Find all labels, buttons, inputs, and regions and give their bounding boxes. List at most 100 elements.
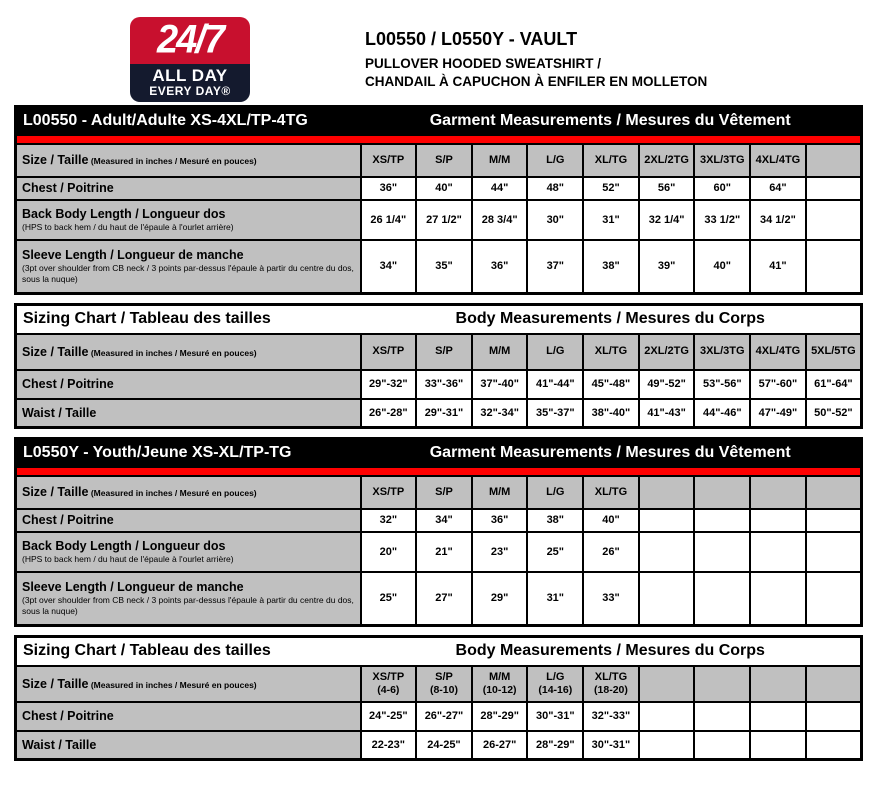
value-cell: 36" xyxy=(359,175,418,201)
row-label: Chest / Poitrine xyxy=(22,709,114,723)
value-cell: 24-25" xyxy=(415,729,473,761)
row-label-cell: Waist / Taille xyxy=(14,729,362,761)
red-stripe-row xyxy=(15,465,862,477)
value-cell: 40" xyxy=(415,175,473,201)
column-label: XS/TP xyxy=(372,485,405,498)
size-tables-container: L00550 - Adult/Adulte XS-4XL/TP-4TG Garme… xyxy=(14,105,863,761)
value-cell xyxy=(637,700,696,732)
value-cell: 31" xyxy=(526,570,585,627)
value-cell: 21" xyxy=(415,530,473,573)
column-label: XL/TG xyxy=(594,153,628,166)
row-label: Chest / Poitrine xyxy=(22,377,114,391)
red-stripe xyxy=(15,133,862,145)
row-label-cell: Waist / Taille xyxy=(14,397,362,429)
column-sublabel: (8-10) xyxy=(429,683,458,696)
value-cell: 34" xyxy=(359,238,418,295)
column-label: 4XL/4TG xyxy=(755,345,801,357)
size-header-row: Size / Taille (Measured in inches / Mesu… xyxy=(14,474,863,510)
measurement-row: Chest / Poitrine 24"-25" 26"-27" 28"-29" 30"… xyxy=(14,700,863,732)
table-header-right: Garment Measurements / Mesures du Vêteme… xyxy=(360,437,862,468)
column-label: S/P xyxy=(435,153,453,166)
column-header-cell: M/M xyxy=(470,332,529,371)
value-cell: 34" xyxy=(415,507,473,533)
column-header-cell: XS/TP xyxy=(359,142,418,178)
red-stripe xyxy=(15,465,862,477)
logo-all-day-text: ALL DAY xyxy=(152,66,228,85)
value-cell: 31" xyxy=(582,198,640,241)
column-header-cell: XL/TG (18-20) xyxy=(582,664,640,703)
column-header-cell: L/G xyxy=(526,474,585,510)
column-header-cell: XS/TP (4-6) xyxy=(359,664,418,703)
row-label: Chest / Poitrine xyxy=(22,181,114,195)
value-cell: 61"-64" xyxy=(804,368,863,400)
column-label: L/G xyxy=(546,485,565,498)
value-cell: 37" xyxy=(526,238,585,295)
brand-logo-24-7: 24/7 ALL DAY EVERY DAY® xyxy=(130,17,250,102)
measurement-row: Back Body Length / Longueur dos (HPS to b… xyxy=(14,530,863,573)
value-cell: 56" xyxy=(637,175,696,201)
value-cell xyxy=(637,530,696,573)
column-label: XL/TG xyxy=(594,670,628,683)
column-header-cell: XL/TG xyxy=(582,142,640,178)
column-header-cell: S/P xyxy=(415,474,473,510)
value-cell: 35" xyxy=(415,238,473,295)
value-cell: 33 1/2" xyxy=(693,198,752,241)
column-header-cell: 3XL/3TG xyxy=(693,332,752,371)
value-cell: 27" xyxy=(415,570,473,627)
value-cell: 40" xyxy=(693,238,752,295)
table-header-left: Sizing Chart / Tableau des tailles xyxy=(15,635,361,667)
value-cell: 45"-48" xyxy=(582,368,640,400)
value-cell xyxy=(693,700,752,732)
column-label: XS/TP xyxy=(372,345,405,357)
value-cell: 29"-32" xyxy=(359,368,418,400)
size-label-cell: Size / Taille (Measured in inches / Mesu… xyxy=(14,332,362,371)
size-note: (Measured in inches / Mesuré en pouces) xyxy=(88,679,257,690)
column-sublabel: (18-20) xyxy=(594,683,628,696)
column-header-cell: 2XL/2TG xyxy=(637,332,696,371)
column-label: XL/TG xyxy=(594,485,628,498)
row-sublabel: (3pt over shoulder from CB neck / 3 poin… xyxy=(22,263,354,284)
column-header-cell xyxy=(693,664,752,703)
value-cell: 41"-44" xyxy=(526,368,585,400)
value-cell: 41" xyxy=(749,238,807,295)
column-label: 3XL/3TG xyxy=(699,153,745,166)
size-label-cell: Size / Taille (Measured in inches / Mesu… xyxy=(14,142,362,178)
value-cell xyxy=(804,175,863,201)
column-header-cell: S/P xyxy=(415,142,473,178)
value-cell: 26"-27" xyxy=(415,700,473,732)
value-cell xyxy=(637,507,696,533)
value-cell: 60" xyxy=(693,175,752,201)
value-cell: 20" xyxy=(359,530,418,573)
value-cell xyxy=(637,570,696,627)
value-cell: 36" xyxy=(470,238,529,295)
column-label: 2XL/2TG xyxy=(644,153,689,166)
value-cell: 33" xyxy=(582,570,640,627)
column-header-cell: XS/TP xyxy=(359,332,418,371)
column-label: M/M xyxy=(488,670,511,683)
row-label: Sleeve Length / Longueur de manche xyxy=(22,580,244,595)
value-cell: 39" xyxy=(637,238,696,295)
column-label: XL/TG xyxy=(594,345,628,357)
value-cell: 28"-29" xyxy=(470,700,529,732)
value-cell: 26"-28" xyxy=(359,397,418,429)
value-cell: 34 1/2" xyxy=(749,198,807,241)
value-cell: 28 3/4" xyxy=(470,198,529,241)
value-cell xyxy=(749,729,807,761)
value-cell: 41"-43" xyxy=(637,397,696,429)
value-cell: 28"-29" xyxy=(526,729,585,761)
column-header-cell: L/G xyxy=(526,332,585,371)
measurement-row: Back Body Length / Longueur dos (HPS to b… xyxy=(14,198,863,241)
row-label: Chest / Poitrine xyxy=(22,513,114,527)
value-cell: 23" xyxy=(470,530,529,573)
value-cell: 52" xyxy=(582,175,640,201)
column-header-cell xyxy=(804,474,863,510)
value-cell xyxy=(804,729,863,761)
size-table-3: L0550Y - Youth/Jeune XS-XL/TP-TG Garment … xyxy=(14,437,863,627)
size-label: Size / Taille xyxy=(22,153,89,167)
value-cell: 29" xyxy=(470,570,529,627)
value-cell xyxy=(693,507,752,533)
value-cell: 40" xyxy=(582,507,640,533)
size-header-row: Size / Taille (Measured in inches / Mesu… xyxy=(14,332,863,371)
table-header-left: L00550 - Adult/Adulte XS-4XL/TP-4TG xyxy=(15,105,361,136)
size-label-cell: Size / Taille (Measured in inches / Mesu… xyxy=(14,664,362,703)
